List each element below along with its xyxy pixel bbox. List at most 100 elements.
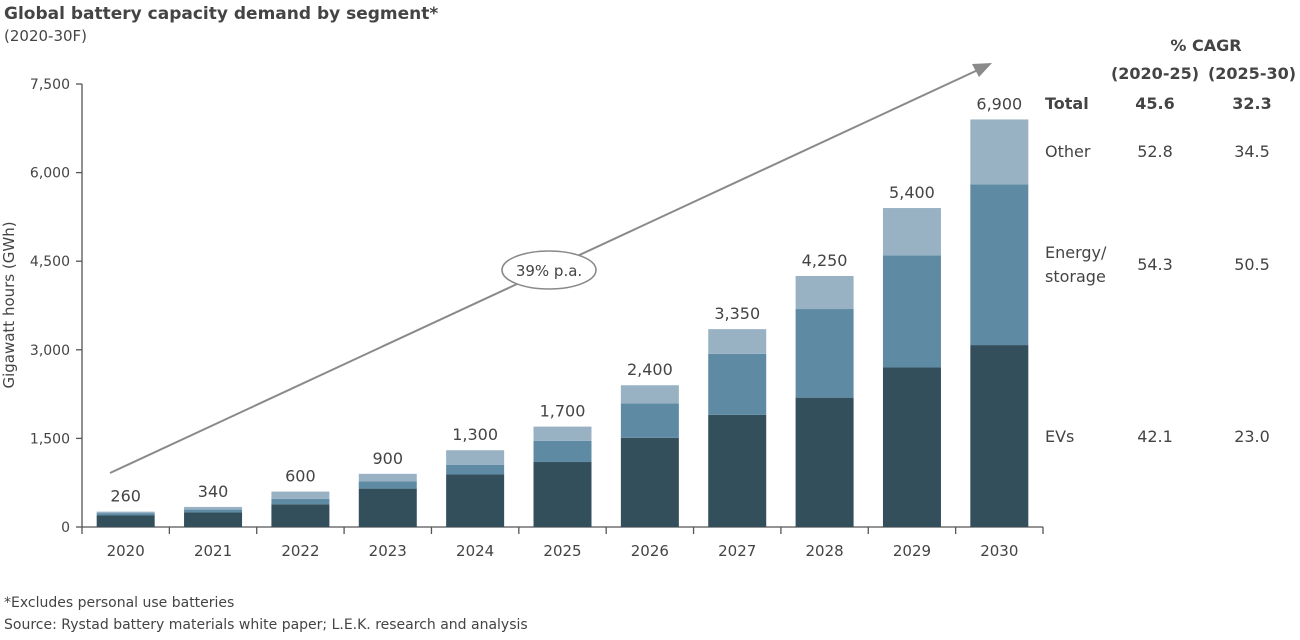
- y-axis: 0 1,500 3,000 4,500 6,000 7,500: [30, 77, 83, 536]
- bar-segment-evs: [882, 367, 941, 527]
- bar-2020: 260: [96, 487, 155, 527]
- x-tick-label: 2024: [456, 542, 494, 560]
- chart-subtitle: (2020-30F): [4, 27, 87, 45]
- total-label: 600: [285, 467, 316, 486]
- bars: 260 340 600 900 1,300 1,700 2,400 3,350 4,250 5,4…: [96, 94, 1029, 527]
- bar-segment-other: [970, 119, 1029, 185]
- total-label: 260: [110, 487, 141, 506]
- cagr-row-energy-v1: 54.3: [1137, 255, 1173, 274]
- cagr-header: % CAGR: [1170, 36, 1241, 55]
- x-tick-label: 2021: [194, 542, 232, 560]
- bar-2029: 5,400: [882, 183, 941, 527]
- cagr-row-evs-label: EVs: [1045, 427, 1074, 446]
- x-tick-label: 2025: [543, 542, 581, 560]
- bar-segment-energy-storage: [533, 440, 592, 463]
- total-label: 3,350: [714, 304, 760, 323]
- cagr-table: % CAGR (2020-25) (2025-30) Total 45.6 32…: [1045, 36, 1296, 446]
- total-label: 6,900: [976, 94, 1022, 113]
- bar-segment-other: [184, 506, 243, 510]
- x-tick-label: 2028: [805, 542, 843, 560]
- bar-segment-energy-storage: [708, 353, 767, 415]
- bar-segment-energy-storage: [620, 403, 679, 438]
- y-axis-label: Gigawatt hours (GWh): [0, 221, 18, 388]
- bar-segment-energy-storage: [96, 513, 155, 516]
- y-tick-label: 6,000: [30, 166, 70, 182]
- growth-arrow: 39% p.a.: [109, 63, 992, 474]
- cagr-row-total-v2: 32.3: [1232, 94, 1271, 113]
- bar-segment-evs: [446, 474, 505, 527]
- bar-2023: 900: [358, 449, 417, 527]
- bar-2028: 4,250: [795, 251, 854, 527]
- total-label: 2,400: [627, 360, 673, 379]
- bar-segment-other: [446, 450, 505, 465]
- bar-segment-other: [271, 491, 330, 499]
- total-label: 1,700: [540, 402, 586, 421]
- x-tick-label: 2026: [631, 542, 669, 560]
- cagr-row-other-v1: 52.8: [1137, 142, 1173, 161]
- x-tick-label: 2030: [980, 542, 1018, 560]
- bar-2030: 6,900: [970, 94, 1029, 527]
- bar-segment-other: [533, 426, 592, 441]
- bar-segment-evs: [533, 462, 592, 527]
- cagr-row-evs-v2: 23.0: [1234, 427, 1270, 446]
- bar-segment-evs: [184, 512, 243, 527]
- x-tick-label: 2022: [281, 542, 319, 560]
- x-tick-label: 2023: [369, 542, 407, 560]
- y-tick-label: 4,500: [30, 254, 70, 270]
- bar-segment-energy-storage: [271, 498, 330, 505]
- bar-2022: 600: [271, 467, 330, 527]
- growth-rate-label: 39% p.a.: [516, 262, 582, 280]
- cagr-row-other-label: Other: [1045, 142, 1091, 161]
- bar-2024: 1,300: [446, 425, 505, 527]
- y-tick-label: 3,000: [30, 343, 70, 359]
- y-tick-label: 7,500: [30, 77, 70, 93]
- cagr-col-1: (2020-25): [1111, 64, 1199, 83]
- cagr-row-other-v2: 34.5: [1234, 142, 1270, 161]
- x-tick-label: 2027: [718, 542, 756, 560]
- bar-segment-other: [358, 473, 417, 482]
- bar-segment-evs: [708, 414, 767, 527]
- bar-segment-evs: [271, 504, 330, 527]
- bar-segment-other: [708, 329, 767, 354]
- cagr-row-total-v1: 45.6: [1135, 94, 1174, 113]
- bar-segment-other: [96, 511, 155, 514]
- cagr-col-2: (2025-30): [1208, 64, 1296, 83]
- bar-segment-energy-storage: [358, 481, 417, 489]
- growth-rate-ellipse: [501, 250, 597, 290]
- bar-segment-other: [795, 275, 854, 310]
- cagr-row-evs-v1: 42.1: [1137, 427, 1173, 446]
- total-label: 1,300: [452, 425, 498, 444]
- cagr-row-energy-label-2: storage: [1045, 267, 1106, 286]
- bar-segment-evs: [970, 345, 1029, 527]
- x-tick-label: 2029: [893, 542, 931, 560]
- total-label: 900: [372, 449, 403, 468]
- footnote: *Excludes personal use batteries: [4, 595, 234, 611]
- y-tick-label: 0: [61, 520, 70, 536]
- bar-segment-energy-storage: [882, 255, 941, 368]
- bar-segment-evs: [96, 515, 155, 527]
- bar-segment-evs: [358, 488, 417, 527]
- bar-segment-energy-storage: [970, 184, 1029, 346]
- arrow-head-icon: [972, 63, 992, 77]
- x-tick-label: 2020: [107, 542, 145, 560]
- cagr-row-energy-v2: 50.5: [1234, 255, 1270, 274]
- bar-segment-energy-storage: [184, 509, 243, 513]
- bar-segment-evs: [620, 437, 679, 527]
- source-note: Source: Rystad battery materials white p…: [4, 617, 528, 633]
- bar-2021: 340: [184, 482, 243, 527]
- total-label: 340: [198, 482, 229, 501]
- chart-title: Global battery capacity demand by segmen…: [4, 4, 438, 24]
- bar-segment-other: [882, 208, 941, 256]
- bar-2025: 1,700: [533, 402, 592, 527]
- bar-segment-energy-storage: [795, 309, 854, 398]
- bar-2027: 3,350: [708, 304, 767, 527]
- total-label: 5,400: [889, 183, 935, 202]
- bar-segment-evs: [795, 397, 854, 527]
- y-tick-label: 1,500: [30, 431, 70, 447]
- bar-segment-other: [620, 385, 679, 404]
- bar-2026: 2,400: [620, 360, 679, 527]
- cagr-row-total-label: Total: [1045, 94, 1089, 113]
- total-label: 4,250: [802, 251, 848, 270]
- x-axis: 2020 2021 2022 2023 2024 2025 2026 2027 2028 2029…: [81, 526, 1044, 560]
